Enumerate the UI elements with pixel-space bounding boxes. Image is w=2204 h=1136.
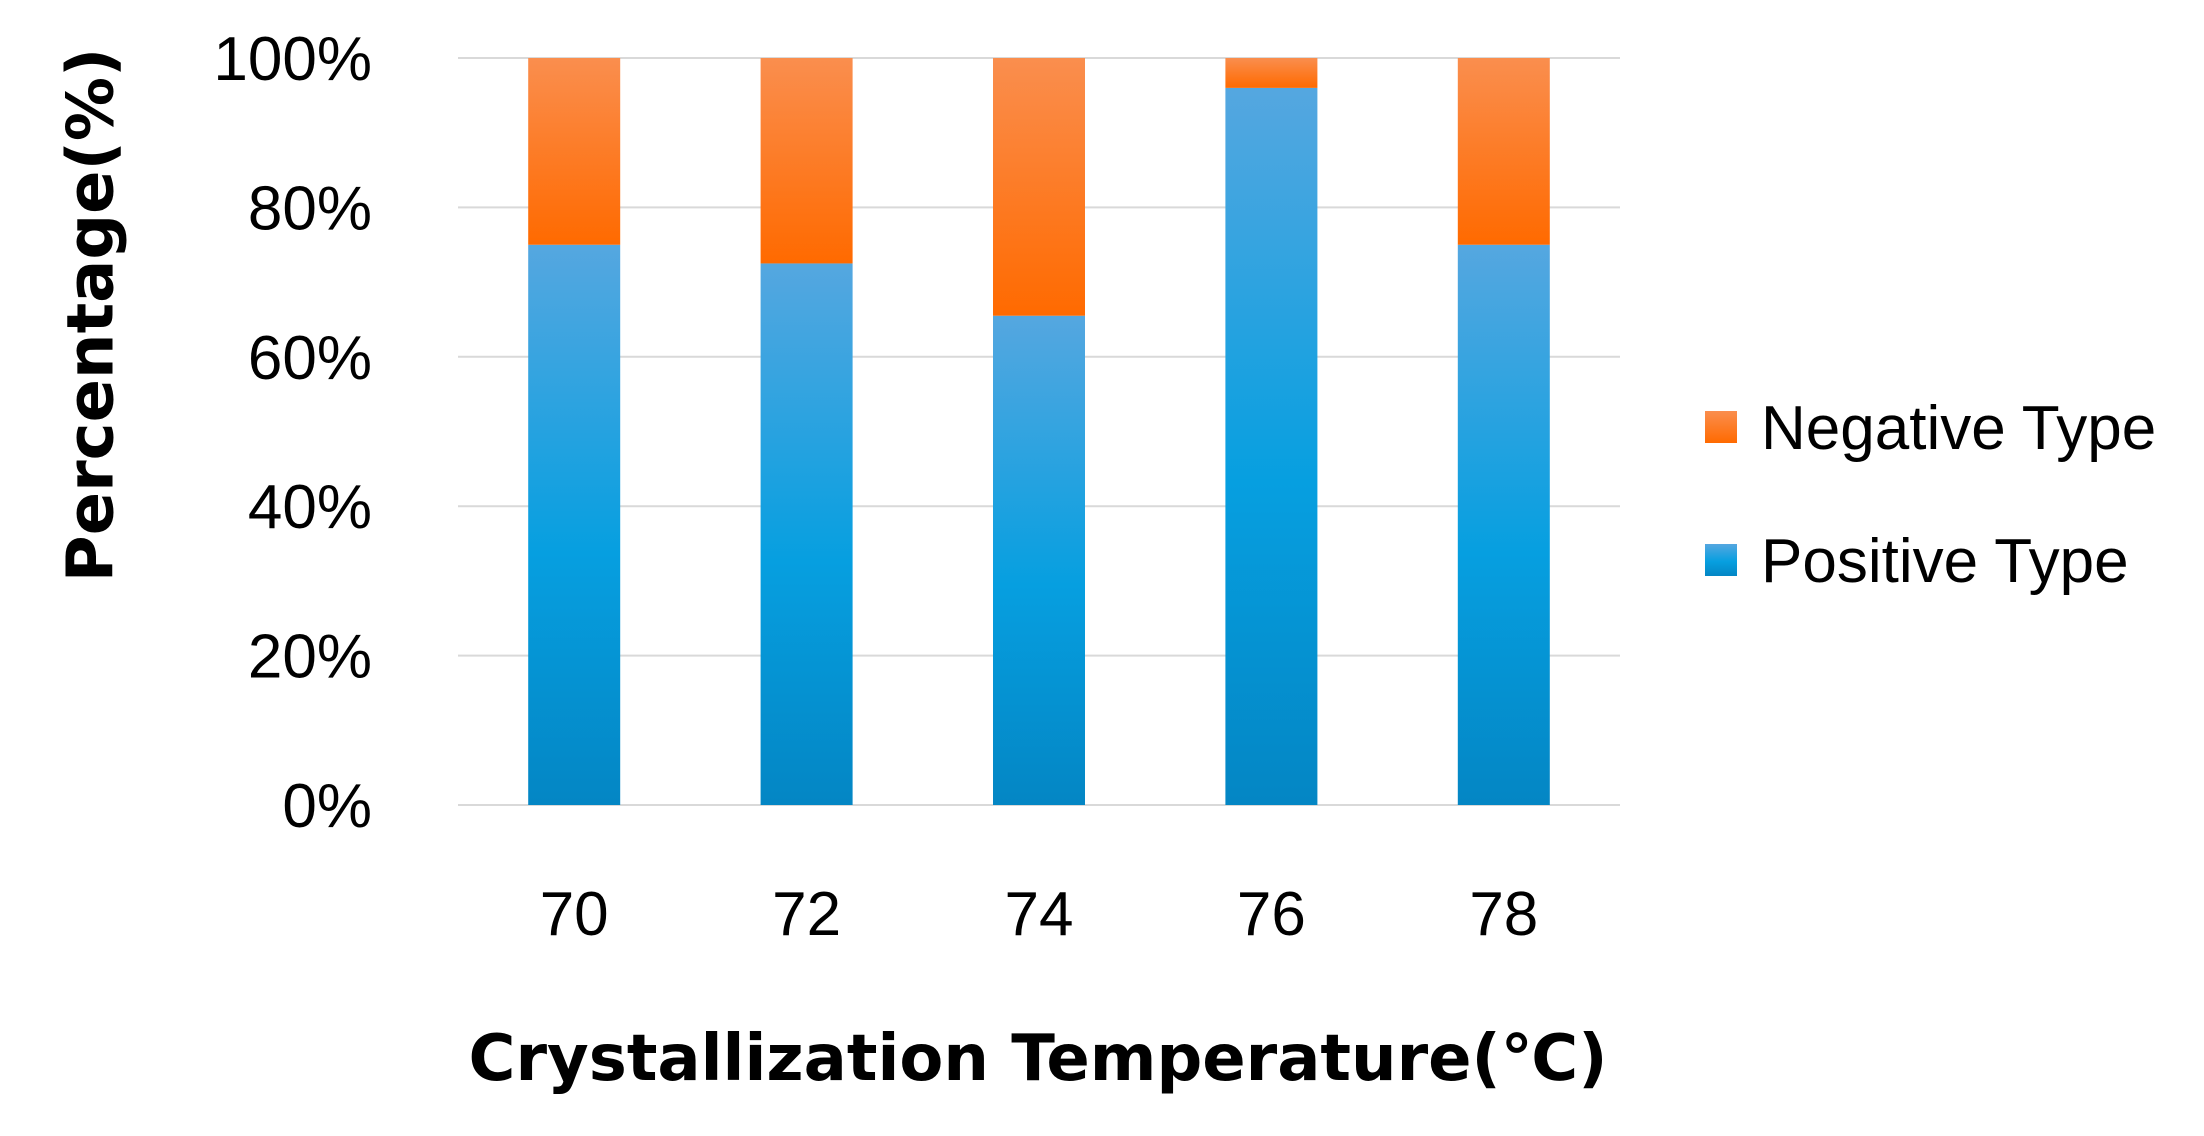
y-axis-ticks: 0% 20% 40% 60% 80% 100% <box>213 25 372 841</box>
bar-positive-type-76 <box>1225 87 1318 805</box>
y-axis-title: Percentage(%) <box>55 48 129 582</box>
bar-positive-type-74 <box>993 315 1085 805</box>
bar-positive-type-72 <box>760 263 853 805</box>
bar-negative-type-70 <box>528 58 621 245</box>
y-tick-label: 20% <box>248 623 372 692</box>
bar-negative-type-76 <box>1225 58 1318 88</box>
legend-item-positive-type: Positive Type <box>1705 527 2129 596</box>
legend-item-negative-type: Negative Type <box>1705 394 2156 463</box>
bar-negative-type-78 <box>1457 58 1550 245</box>
y-tick-label: 0% <box>282 772 372 841</box>
x-tick-label: 78 <box>1469 880 1538 949</box>
legend-swatch <box>1705 544 1737 576</box>
y-tick-label: 40% <box>248 473 372 542</box>
x-tick-label: 70 <box>540 880 609 949</box>
x-tick-label: 74 <box>1005 880 1074 949</box>
x-axis-title: Crystallization Temperature(℃) <box>468 1022 1607 1096</box>
bar-negative-type-72 <box>760 58 853 264</box>
y-tick-label: 80% <box>248 174 372 243</box>
legend: Negative Type Positive Type <box>1705 394 2156 596</box>
legend-swatch <box>1705 411 1737 443</box>
bar-positive-type-78 <box>1457 244 1550 805</box>
y-tick-label: 100% <box>213 25 372 94</box>
bar-negative-type-74 <box>993 58 1085 316</box>
x-axis-ticks: 70 72 74 76 78 <box>540 880 1539 949</box>
y-tick-label: 60% <box>248 324 372 393</box>
legend-label: Negative Type <box>1761 394 2156 463</box>
bars <box>528 58 1550 805</box>
x-tick-label: 72 <box>772 880 841 949</box>
bar-positive-type-70 <box>528 244 621 805</box>
legend-label: Positive Type <box>1761 527 2129 596</box>
x-tick-label: 76 <box>1237 880 1306 949</box>
